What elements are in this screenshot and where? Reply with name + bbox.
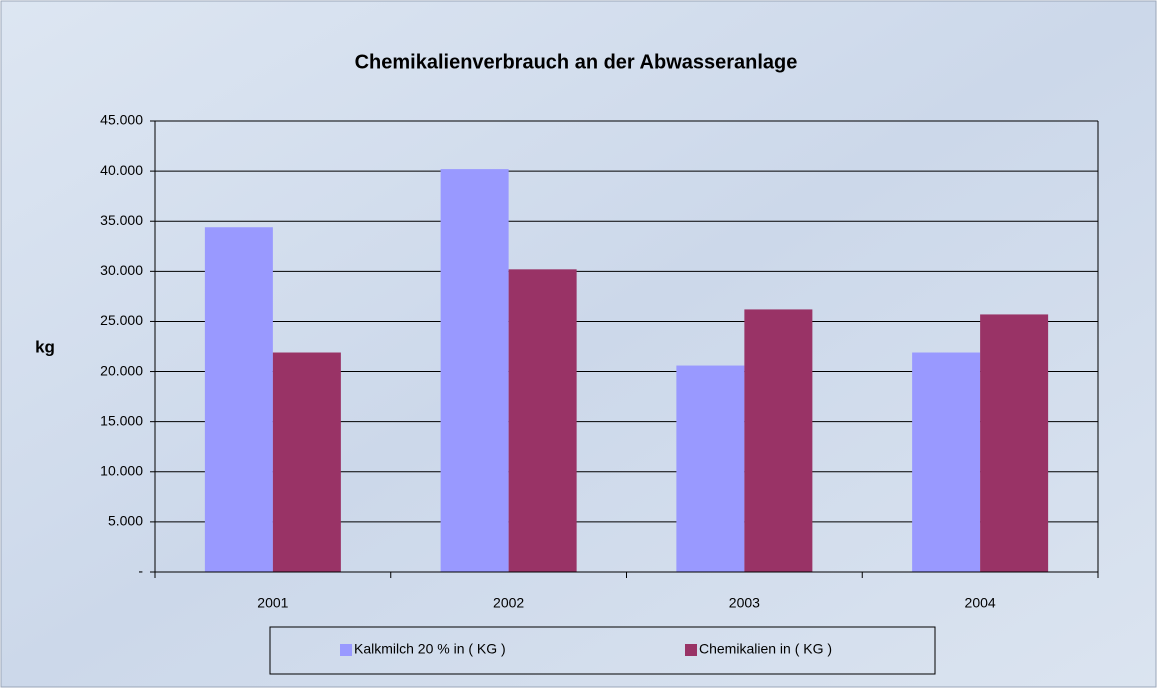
y-tick-label: 10.000 xyxy=(100,462,143,478)
x-tick-label: 2002 xyxy=(493,595,524,611)
x-tick-label: 2001 xyxy=(257,595,288,611)
bar xyxy=(676,365,745,572)
y-tick-label: 35.000 xyxy=(100,212,143,228)
y-tick-label: 25.000 xyxy=(100,312,143,328)
bar xyxy=(912,352,981,572)
legend-label: Kalkmilch 20 % in ( KG ) xyxy=(354,641,506,657)
legend-box xyxy=(269,626,936,675)
legend-label: Chemikalien in ( KG ) xyxy=(699,641,832,657)
bar xyxy=(508,269,577,572)
bar xyxy=(272,352,341,572)
legend-swatch xyxy=(340,644,352,656)
y-tick-label: 40.000 xyxy=(100,162,143,178)
y-axis-label: kg xyxy=(35,337,55,356)
legend-swatch xyxy=(685,644,697,656)
bar xyxy=(980,314,1049,572)
bar xyxy=(440,169,509,572)
x-tick-label: 2004 xyxy=(965,595,996,611)
y-tick-label: 20.000 xyxy=(100,362,143,378)
y-tick-label: 30.000 xyxy=(100,262,143,278)
y-tick-label: - xyxy=(138,563,143,579)
bar xyxy=(744,309,813,572)
bar xyxy=(204,227,273,573)
y-tick-label: 45.000 xyxy=(100,112,143,128)
y-tick-label: 5.000 xyxy=(108,513,143,529)
y-tick-label: 15.000 xyxy=(100,412,143,428)
x-tick-label: 2003 xyxy=(729,595,760,611)
chart-title: Chemikalienverbrauch an der Abwasseranla… xyxy=(355,51,798,73)
